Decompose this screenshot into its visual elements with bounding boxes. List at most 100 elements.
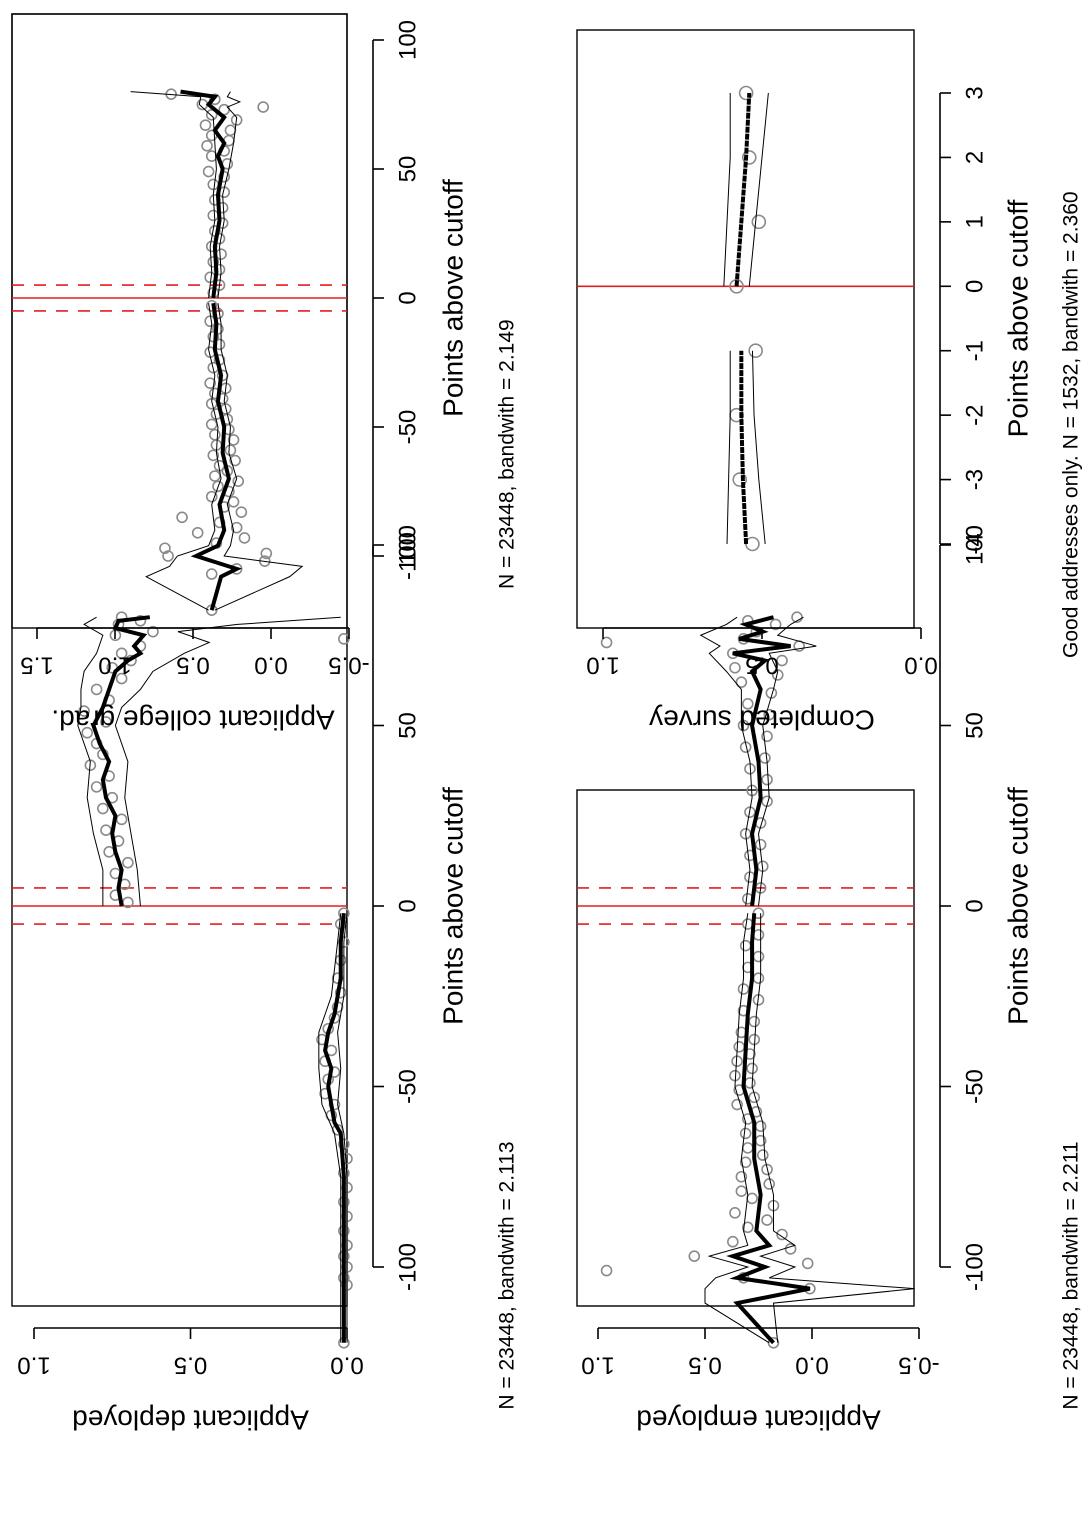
- panel-deployed: -100 -50 0 50 100 0.0 0.5 1.0 Points above cutof…: [11, 13, 519, 1436]
- data-point: [257, 101, 270, 113]
- data-point: [176, 511, 188, 524]
- y-tick-label: 1.0: [586, 652, 619, 679]
- data-point: [738, 85, 754, 101]
- data-point: [754, 1120, 767, 1133]
- data-point: [207, 209, 220, 222]
- data-point: [202, 165, 215, 178]
- x-tick-label: 50: [961, 712, 988, 739]
- x-tick-label: 100: [394, 20, 421, 60]
- ci-upper-line: [723, 93, 731, 287]
- data-point: [205, 418, 218, 431]
- data-point: [771, 669, 784, 681]
- data-point: [746, 1192, 758, 1205]
- x-tick-label: -100: [961, 1243, 988, 1291]
- data-point: [748, 343, 763, 359]
- y-tick-label: -0.5: [328, 652, 369, 679]
- data-point: [218, 170, 230, 183]
- sample-note: N = 23448, bandwith = 2.149: [496, 319, 519, 589]
- x-tick-label: -1: [961, 340, 988, 361]
- data-point: [90, 781, 103, 793]
- x-tick-label: 100: [961, 525, 988, 565]
- data-point: [78, 705, 90, 717]
- data-point: [737, 719, 750, 732]
- data-point: [199, 119, 212, 131]
- x-tick-label: -4: [961, 533, 988, 554]
- y-tick-label: 0.0: [795, 1352, 828, 1379]
- fit-line: [180, 89, 227, 299]
- ci-upper-line: [318, 913, 342, 1343]
- data-point: [744, 1077, 756, 1089]
- data-point: [201, 139, 213, 152]
- panel-survey: -4 -3 -2 -1 0 1 2 3 0.0 0.5 1.0 Points above cutoff…: [576, 29, 1083, 736]
- y-tick-label: 1.5: [20, 652, 53, 679]
- sample-note: N = 23448, bandwith = 2.211: [1060, 1141, 1083, 1409]
- data-point: [227, 434, 240, 446]
- data-point: [115, 647, 128, 660]
- y-tick-label: 0.0: [904, 652, 937, 679]
- y-tick-label: 1.0: [581, 1352, 614, 1379]
- data-point: [227, 496, 240, 508]
- data-point: [729, 1207, 741, 1219]
- data-point: [739, 1156, 752, 1169]
- y-tick-label: 1.0: [17, 1352, 50, 1379]
- ci-lower-line: [751, 913, 915, 1343]
- x-axis-title: Points above cutoff: [437, 179, 468, 417]
- data-point: [103, 846, 115, 858]
- data-point: [100, 716, 112, 728]
- y-tick-label: 0.5: [688, 1352, 721, 1379]
- fit-line: [91, 615, 151, 907]
- data-point: [732, 472, 748, 487]
- data-point: [229, 454, 241, 467]
- plot-frame: [11, 13, 348, 629]
- data-point: [238, 532, 251, 544]
- ci-lower-line: [337, 913, 348, 1343]
- data-point: [97, 802, 109, 815]
- data-point: [232, 475, 245, 487]
- data-point: [801, 1257, 814, 1270]
- data-point: [737, 983, 750, 995]
- x-axis-title: Points above cutoff: [437, 787, 468, 1025]
- plot-frame: [576, 789, 915, 1307]
- data-point: [207, 449, 220, 462]
- data-point: [731, 1098, 743, 1111]
- data-point: [209, 470, 221, 482]
- sample-note: N = 23448, bandwith = 2.113: [496, 1141, 519, 1409]
- data-point: [600, 1264, 613, 1277]
- data-point: [212, 480, 224, 493]
- data-point: [729, 661, 741, 674]
- data-point: [115, 813, 128, 826]
- x-tick-label: -50: [961, 1069, 988, 1104]
- y-axis-title: Applicant deployed: [72, 1405, 309, 1436]
- ci-upper-line: [699, 616, 753, 907]
- panel-college: -100 -50 0 50 100 -0.5 0.0 0.5 1.0 1.5 Points abov…: [11, 13, 519, 736]
- data-point: [761, 730, 773, 743]
- data-point: [784, 1243, 797, 1255]
- ci-upper-line: [130, 91, 217, 299]
- ci-upper-line: [145, 303, 222, 611]
- fit-line: [732, 615, 791, 907]
- sample-note: Good addresses only. N = 1532, bandwith …: [1060, 191, 1083, 658]
- data-point: [761, 773, 773, 786]
- data-point: [207, 178, 220, 191]
- data-point: [735, 1185, 748, 1197]
- y-axis-title: Applicant college grad.: [51, 705, 334, 736]
- data-point: [207, 256, 220, 268]
- ci-lower-line: [757, 616, 817, 907]
- x-tick-label: 0: [394, 291, 421, 304]
- x-tick-label: -50: [394, 410, 421, 445]
- data-point: [735, 676, 748, 688]
- x-tick-label: -100: [394, 1243, 421, 1291]
- data-point: [100, 824, 112, 836]
- data-point: [115, 672, 128, 685]
- fit-line: [726, 913, 811, 1345]
- data-point: [752, 929, 765, 941]
- y-axis-title: Applicant employed: [636, 1405, 880, 1436]
- ci-lower-line: [114, 616, 341, 907]
- data-point: [90, 683, 103, 696]
- data-point: [741, 1142, 754, 1154]
- data-point: [122, 856, 134, 869]
- data-point: [746, 1062, 758, 1075]
- x-tick-label: 50: [394, 712, 421, 739]
- data-point: [209, 428, 221, 441]
- data-point: [776, 654, 788, 667]
